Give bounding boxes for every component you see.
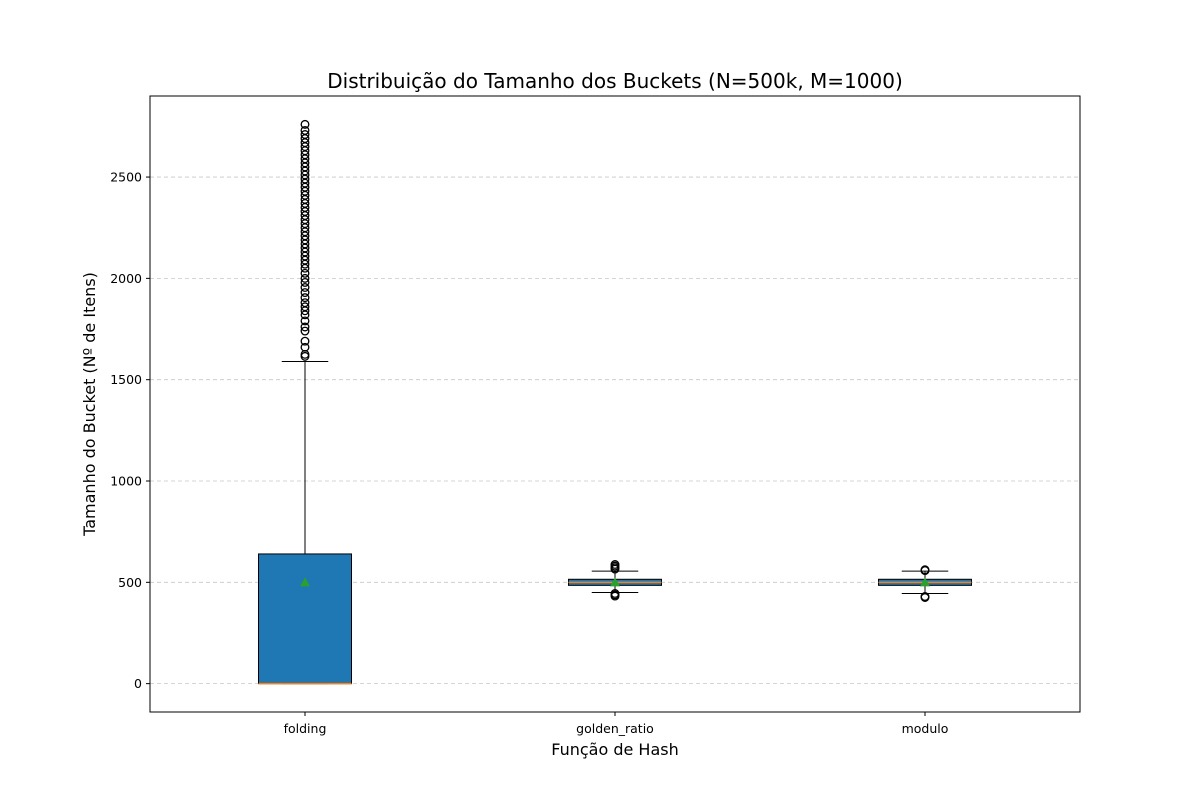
x-tick-label: modulo bbox=[902, 721, 949, 736]
box-folding bbox=[258, 119, 352, 685]
outlier-point bbox=[300, 283, 310, 292]
outlier-point bbox=[300, 342, 310, 352]
mean-marker bbox=[920, 577, 930, 587]
mean-marker bbox=[610, 577, 620, 587]
x-axis-ticks: folding golden_ratio modulo bbox=[284, 712, 949, 736]
outlier-point bbox=[300, 322, 310, 332]
x-tick-label: folding bbox=[284, 721, 327, 736]
mean-marker bbox=[300, 577, 310, 587]
y-axis-label: Tamanho do Bucket (Nº de Itens) bbox=[80, 272, 99, 537]
y-tick-label: 2000 bbox=[110, 271, 142, 286]
outlier-point bbox=[300, 277, 310, 287]
y-tick-label: 2500 bbox=[110, 170, 142, 185]
outlier-point bbox=[300, 268, 310, 278]
y-axis-ticks: 0 500 1000 1500 2000 2500 bbox=[110, 170, 150, 691]
outlier-point bbox=[300, 336, 310, 346]
y-tick-label: 1500 bbox=[110, 372, 142, 387]
outlier-point bbox=[300, 130, 310, 139]
outlier-point bbox=[920, 565, 930, 575]
outlier-point bbox=[610, 560, 620, 569]
outlier-point bbox=[300, 326, 310, 336]
x-axis-label: Função de Hash bbox=[551, 740, 678, 759]
iqr-box bbox=[258, 553, 352, 685]
box-golden_ratio bbox=[568, 560, 662, 601]
outlier-point bbox=[300, 302, 310, 312]
outlier-point bbox=[920, 592, 930, 601]
y-tick-label: 500 bbox=[118, 575, 142, 590]
outlier-point bbox=[300, 119, 310, 129]
chart-title: Distribuição do Tamanho dos Buckets (N=5… bbox=[327, 69, 903, 93]
outlier-point bbox=[300, 293, 310, 303]
y-tick-label: 1000 bbox=[110, 474, 142, 489]
box-modulo bbox=[878, 565, 972, 602]
outlier-point bbox=[300, 288, 310, 298]
outlier-point bbox=[300, 125, 310, 135]
outlier-point bbox=[300, 273, 310, 283]
boxes-layer bbox=[258, 119, 972, 685]
x-tick-label: golden_ratio bbox=[576, 721, 654, 736]
outlier-point bbox=[610, 589, 620, 598]
y-tick-label: 0 bbox=[134, 676, 142, 691]
outlier-point bbox=[300, 316, 310, 326]
outlier-point bbox=[300, 298, 310, 308]
